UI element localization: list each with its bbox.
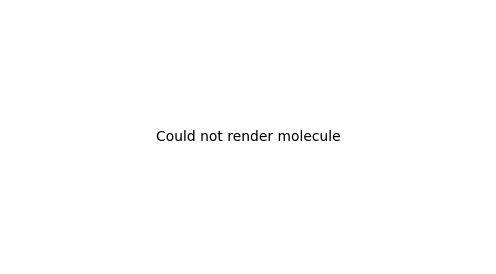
Text: Could not render molecule: Could not render molecule [156, 130, 340, 144]
